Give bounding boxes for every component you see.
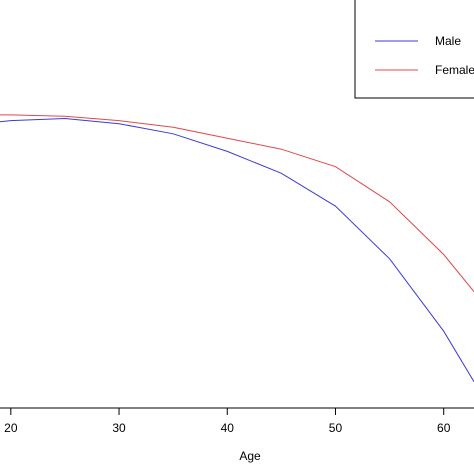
series-lines [0, 114, 474, 382]
legend-box [354, 0, 474, 99]
legend-label-female: Female [435, 63, 474, 77]
x-tick-label: 30 [112, 421, 126, 435]
x-tick-label: 40 [221, 421, 235, 435]
legend-label-male: Male [435, 34, 461, 48]
x-axis: 20 30 40 50 60 [0, 407, 474, 435]
x-tick-label: 50 [329, 421, 343, 435]
x-axis-title: Age [239, 449, 261, 463]
series-line-female [0, 114, 474, 293]
series-line-male [0, 117, 474, 382]
x-tick-label: 60 [437, 421, 451, 435]
legend: Male Female [354, 0, 474, 99]
x-tick-label: 20 [4, 421, 18, 435]
